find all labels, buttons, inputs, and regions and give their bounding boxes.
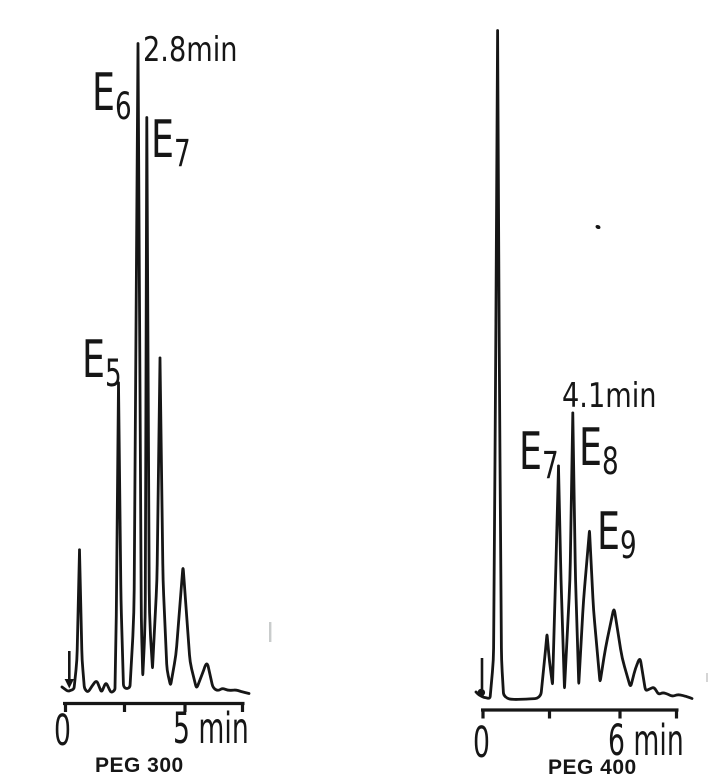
peak-label-subscript: 7 bbox=[542, 443, 559, 487]
peg400-x-axis bbox=[481, 708, 679, 719]
x-axis-origin-label-peg400: 0 bbox=[473, 718, 490, 768]
peg300-injection-arrowhead-icon bbox=[64, 679, 74, 689]
x-axis-origin-label-peg300: 0 bbox=[54, 706, 71, 756]
peg400-trace bbox=[474, 29, 694, 701]
peak-label-base: E bbox=[92, 63, 116, 123]
peak-label-base: E bbox=[579, 418, 603, 478]
retention-time-label-peg300: 2.8min bbox=[143, 30, 238, 70]
peak-label-base: E bbox=[82, 330, 106, 390]
peak-label-e7-peg400: E7 bbox=[519, 426, 559, 484]
retention-time-label-peg400: 4.1min bbox=[562, 376, 657, 416]
caption-peg400: PEG 400 bbox=[548, 756, 637, 779]
peak-label-subscript: 5 bbox=[105, 351, 122, 395]
caption-peg300: PEG 300 bbox=[95, 754, 184, 777]
peak-label-base: E bbox=[519, 422, 543, 482]
peg300-x-axis bbox=[63, 701, 245, 712]
peg300-trace bbox=[60, 42, 251, 695]
peak-label-e9: E9 bbox=[597, 506, 637, 564]
panel-peg400 bbox=[474, 29, 694, 719]
panel-peg300 bbox=[60, 42, 251, 712]
peak-label-base: E bbox=[151, 110, 175, 170]
peak-label-subscript: 7 bbox=[174, 131, 191, 175]
peak-label-subscript: 9 bbox=[620, 523, 637, 567]
peak-label-subscript: 8 bbox=[602, 439, 619, 483]
speck-dot bbox=[595, 224, 601, 230]
scan-streak bbox=[706, 673, 708, 682]
x-axis-end-label-peg400: 6 min bbox=[608, 716, 684, 766]
peak-label-e6: E6 bbox=[92, 67, 132, 125]
peak-label-e8: E8 bbox=[579, 422, 619, 480]
scan-streak bbox=[269, 622, 272, 642]
peak-label-subscript: 6 bbox=[115, 84, 132, 128]
peak-label-e7-peg300: E7 bbox=[151, 114, 191, 172]
peak-label-base: E bbox=[597, 502, 621, 562]
peak-label-e5: E5 bbox=[82, 334, 122, 392]
x-axis-end-label-peg300: 5 min bbox=[173, 704, 249, 754]
